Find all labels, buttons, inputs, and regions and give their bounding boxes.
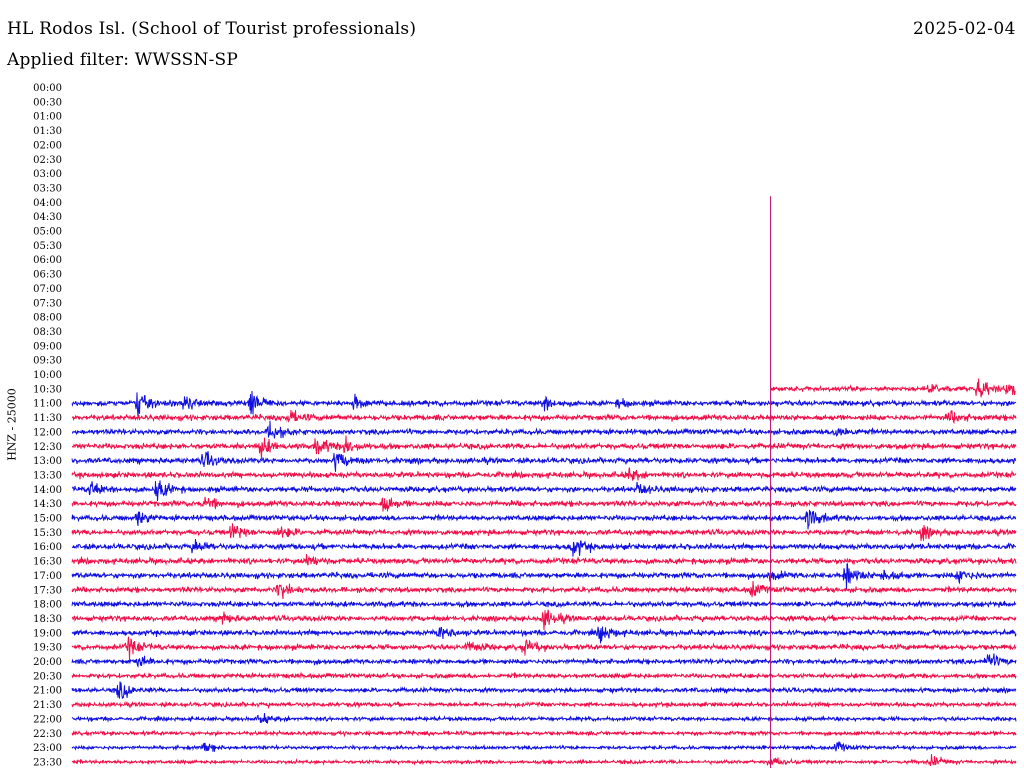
trace-2230 bbox=[71, 729, 1017, 738]
time-label: 22:30 bbox=[33, 729, 62, 740]
time-label: 07:00 bbox=[33, 284, 62, 295]
time-label: 15:30 bbox=[33, 528, 62, 539]
trace-1630 bbox=[71, 554, 1017, 566]
trace-1400 bbox=[71, 480, 1017, 502]
time-label: 11:30 bbox=[33, 413, 62, 424]
time-label: 20:30 bbox=[33, 671, 62, 682]
trace-1430 bbox=[71, 496, 1017, 512]
time-label: 05:30 bbox=[33, 241, 62, 252]
time-label: 13:30 bbox=[33, 470, 62, 481]
time-label: 14:30 bbox=[33, 499, 62, 510]
time-label: 17:30 bbox=[33, 585, 62, 596]
trace-1730 bbox=[71, 580, 1017, 600]
time-label: 21:30 bbox=[33, 700, 62, 711]
time-label: 16:00 bbox=[33, 542, 62, 553]
time-label: 10:30 bbox=[33, 384, 62, 395]
time-label: 01:00 bbox=[33, 112, 62, 123]
time-label: 22:00 bbox=[33, 714, 62, 725]
time-label: 19:30 bbox=[33, 643, 62, 654]
station-title: HL Rodos Isl. (School of Tourist profess… bbox=[7, 19, 417, 39]
time-label: 04:00 bbox=[33, 198, 62, 209]
trace-1230 bbox=[71, 435, 1017, 460]
time-label: 18:30 bbox=[33, 614, 62, 625]
time-label: 13:00 bbox=[33, 456, 62, 467]
time-label: 01:30 bbox=[33, 126, 62, 137]
time-label: 23:00 bbox=[33, 743, 62, 754]
time-label: 21:00 bbox=[33, 686, 62, 697]
time-label: 03:00 bbox=[33, 169, 62, 180]
time-label: 02:00 bbox=[33, 140, 62, 151]
trace-2130 bbox=[71, 699, 1017, 710]
time-label: 15:00 bbox=[33, 514, 62, 525]
plot-date: 2025-02-04 bbox=[912, 19, 1016, 39]
trace-1200 bbox=[71, 420, 1017, 439]
trace-2330 bbox=[71, 754, 1017, 766]
trace-1530 bbox=[71, 523, 1017, 541]
trace-2300 bbox=[71, 741, 1017, 752]
time-label: 10:00 bbox=[33, 370, 62, 381]
time-label: 03:30 bbox=[33, 183, 62, 194]
trace-2100 bbox=[71, 681, 1017, 699]
time-label: 14:00 bbox=[33, 485, 62, 496]
filter-label: Applied filter: WWSSN-SP bbox=[7, 50, 239, 70]
trace-1800 bbox=[71, 599, 1017, 609]
time-label: 05:00 bbox=[33, 227, 62, 238]
time-label: 08:30 bbox=[33, 327, 62, 338]
trace-1330 bbox=[71, 467, 1017, 481]
time-label: 18:00 bbox=[33, 600, 62, 611]
trace-1830 bbox=[71, 609, 1017, 631]
trace-1500 bbox=[71, 509, 1017, 530]
time-label: 11:00 bbox=[33, 399, 62, 410]
trace-1700 bbox=[71, 563, 1017, 590]
trace-1600 bbox=[71, 538, 1016, 557]
trace-1930 bbox=[71, 636, 1017, 661]
trace-1100 bbox=[71, 390, 1017, 418]
time-label: 00:00 bbox=[33, 83, 62, 94]
time-label: 16:30 bbox=[33, 557, 62, 568]
time-label: 20:00 bbox=[33, 657, 62, 668]
trace-1030 bbox=[770, 378, 1016, 398]
time-label: 23:30 bbox=[33, 757, 62, 768]
time-label: 06:00 bbox=[33, 255, 62, 266]
time-label: 08:00 bbox=[33, 313, 62, 324]
trace-1900 bbox=[71, 626, 1017, 644]
time-label: 19:00 bbox=[33, 628, 62, 639]
time-label: 09:30 bbox=[33, 356, 62, 367]
trace-1130 bbox=[71, 409, 1017, 425]
time-label: 17:00 bbox=[33, 571, 62, 582]
time-label: 12:30 bbox=[33, 442, 62, 453]
time-label: 06:30 bbox=[33, 270, 62, 281]
time-label: 07:30 bbox=[33, 298, 62, 309]
trace-2030 bbox=[71, 671, 1017, 680]
time-label: 04:30 bbox=[33, 212, 62, 223]
time-label: 00:30 bbox=[33, 97, 62, 108]
time-label: 12:00 bbox=[33, 427, 62, 438]
time-label: 02:30 bbox=[33, 155, 62, 166]
trace-1300 bbox=[71, 451, 1017, 472]
trace-2200 bbox=[71, 712, 1017, 724]
time-label: 09:00 bbox=[33, 341, 62, 352]
trace-2000 bbox=[71, 653, 1017, 668]
